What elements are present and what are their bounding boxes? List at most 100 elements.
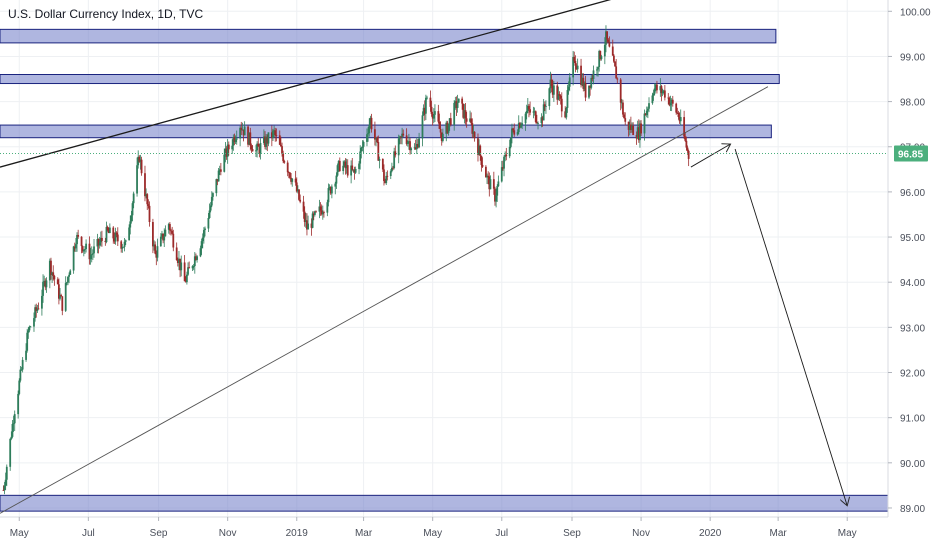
candle-up xyxy=(463,110,466,118)
candle-down xyxy=(668,97,671,106)
candle-up xyxy=(204,228,206,231)
candle-up xyxy=(598,50,601,67)
price-zone xyxy=(0,74,780,85)
candle-down xyxy=(543,104,546,107)
candle-up xyxy=(68,274,70,277)
candle-up xyxy=(406,141,409,144)
candle-up xyxy=(98,242,101,246)
candle-up xyxy=(369,117,372,125)
candle-down xyxy=(188,267,191,269)
candle-up xyxy=(504,154,507,157)
candle-up xyxy=(358,163,360,169)
candle-up xyxy=(424,97,427,114)
candle-down xyxy=(640,123,642,134)
candle-up xyxy=(67,276,69,283)
candle-up xyxy=(532,111,535,113)
candle-up xyxy=(265,136,268,147)
candle-up xyxy=(326,202,329,213)
candle-up xyxy=(256,143,259,151)
candle-up xyxy=(163,236,166,241)
candle-down xyxy=(289,172,291,178)
candle-up xyxy=(659,86,662,91)
candle-down xyxy=(344,161,347,169)
candle-up xyxy=(568,77,571,87)
candle-up xyxy=(45,280,48,288)
candle-down xyxy=(611,46,614,56)
candle-down xyxy=(315,211,317,213)
candlestick-series xyxy=(2,25,690,495)
candle-down xyxy=(582,77,585,89)
candle-up xyxy=(267,132,270,144)
candle-up xyxy=(139,159,142,162)
candle-up xyxy=(224,148,227,155)
candle-down xyxy=(479,145,482,156)
candle-down xyxy=(329,187,332,194)
candle-up xyxy=(652,93,655,96)
candle-up xyxy=(662,90,665,92)
candle-up xyxy=(291,178,294,182)
candle-up xyxy=(525,110,528,114)
candle-up xyxy=(304,220,307,222)
candle-up xyxy=(200,241,203,249)
candle-down xyxy=(685,140,688,148)
candle-down xyxy=(240,127,243,130)
candle-down xyxy=(564,111,567,118)
candle-down xyxy=(155,253,158,258)
candle-up xyxy=(26,332,29,351)
candle-down xyxy=(615,66,618,79)
support-trendline xyxy=(0,86,769,514)
candle-down xyxy=(216,179,219,182)
candle-down xyxy=(286,162,289,173)
candle-down xyxy=(405,135,408,144)
candle-down xyxy=(635,135,638,139)
candle-down xyxy=(147,204,150,206)
candle-down xyxy=(80,236,83,247)
candle-down xyxy=(440,132,443,141)
candle-up xyxy=(359,151,362,164)
candle-down xyxy=(423,107,426,114)
candle-down xyxy=(302,201,305,212)
y-tick-label: 90.00 xyxy=(900,459,925,470)
candle-down xyxy=(53,275,56,280)
candle-down xyxy=(346,165,349,176)
candle-down xyxy=(183,262,186,282)
candle-down xyxy=(287,172,290,174)
candle-up xyxy=(646,108,649,111)
candle-up xyxy=(572,56,575,78)
candle-up xyxy=(89,255,92,260)
candle-down xyxy=(667,97,670,99)
x-tick-label: Mar xyxy=(770,528,788,539)
candle-up xyxy=(296,189,299,192)
candle-down xyxy=(140,159,143,174)
candle-up xyxy=(345,165,348,169)
candle-down xyxy=(622,102,624,115)
x-tick-label: Nov xyxy=(219,528,237,539)
candle-up xyxy=(508,146,511,157)
candle-up xyxy=(583,82,586,89)
candle-down xyxy=(242,129,245,136)
candle-down xyxy=(677,112,680,117)
candle-down xyxy=(505,154,508,157)
candle-down xyxy=(274,130,277,136)
candle-down xyxy=(430,106,433,114)
chart-title: U.S. Dollar Currency Index, 1D, TVC xyxy=(8,7,204,21)
candle-down xyxy=(57,284,60,299)
candle-up xyxy=(390,167,393,172)
candle-up xyxy=(91,253,94,255)
candle-up xyxy=(418,138,420,148)
y-tick-label: 94.00 xyxy=(900,278,925,289)
candle-down xyxy=(338,160,341,172)
candle-up xyxy=(605,31,607,45)
axes: 100.0099.0098.0097.0096.0095.0094.0093.0… xyxy=(0,0,931,539)
x-tick-label: Mar xyxy=(355,528,373,539)
candle-up xyxy=(129,221,132,228)
candle-up xyxy=(426,97,428,99)
candle-down xyxy=(258,146,261,154)
candle-up xyxy=(361,146,364,148)
candle-up xyxy=(25,350,27,360)
candle-down xyxy=(656,84,658,91)
candle-down xyxy=(409,141,411,151)
candle-up xyxy=(421,115,424,139)
candle-up xyxy=(84,249,86,250)
candle-down xyxy=(251,149,254,152)
